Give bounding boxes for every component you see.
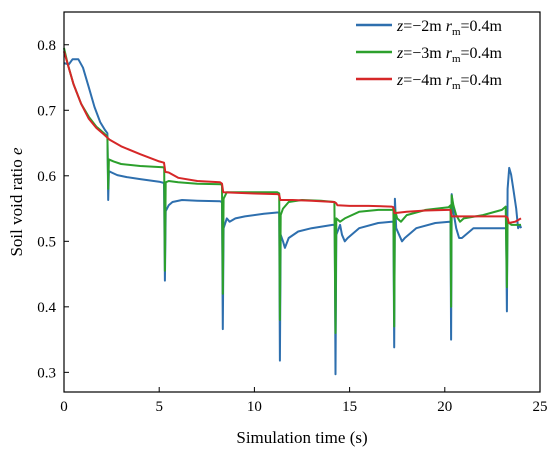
x-tick-label: 5 bbox=[155, 399, 163, 415]
legend-label-1: z=−2m rm=0.4m bbox=[396, 18, 503, 38]
legend-label-3: z=−4m rm=0.4m bbox=[396, 72, 503, 92]
y-tick-label: 0.7 bbox=[37, 103, 56, 119]
series-line-3 bbox=[63, 51, 522, 224]
series-line-2 bbox=[63, 47, 521, 334]
y-tick-label: 0.8 bbox=[37, 38, 56, 54]
series-layer bbox=[63, 47, 522, 376]
series-line-1 bbox=[63, 58, 522, 376]
x-tick-label: 20 bbox=[437, 399, 452, 415]
x-tick-label: 10 bbox=[247, 399, 262, 415]
y-tick-label: 0.4 bbox=[37, 300, 56, 316]
x-tick-label: 0 bbox=[60, 399, 68, 415]
x-tick-label: 25 bbox=[533, 399, 548, 415]
x-tick-label: 15 bbox=[342, 399, 357, 415]
y-axis-label-variable: e bbox=[7, 147, 26, 155]
x-axis-label: Simulation time (s) bbox=[236, 428, 367, 447]
y-axis-label-text: Soil void ratio bbox=[7, 155, 26, 257]
y-tick-label: 0.6 bbox=[37, 169, 56, 185]
y-tick-label: 0.3 bbox=[37, 365, 56, 381]
axis-ticks: 0 5 10 15 20 25 0.3 0.4 0.5 0.6 0.7 0.8 bbox=[37, 38, 547, 415]
plot-frame bbox=[63, 11, 541, 393]
legend: z=−2m rm=0.4m z=−3m rm=0.4m z=−4m rm=0.4m bbox=[356, 18, 503, 92]
y-tick-label: 0.5 bbox=[37, 234, 56, 250]
y-axis-label: Soil void ratio e bbox=[7, 147, 26, 257]
legend-label-2: z=−3m rm=0.4m bbox=[396, 45, 503, 65]
